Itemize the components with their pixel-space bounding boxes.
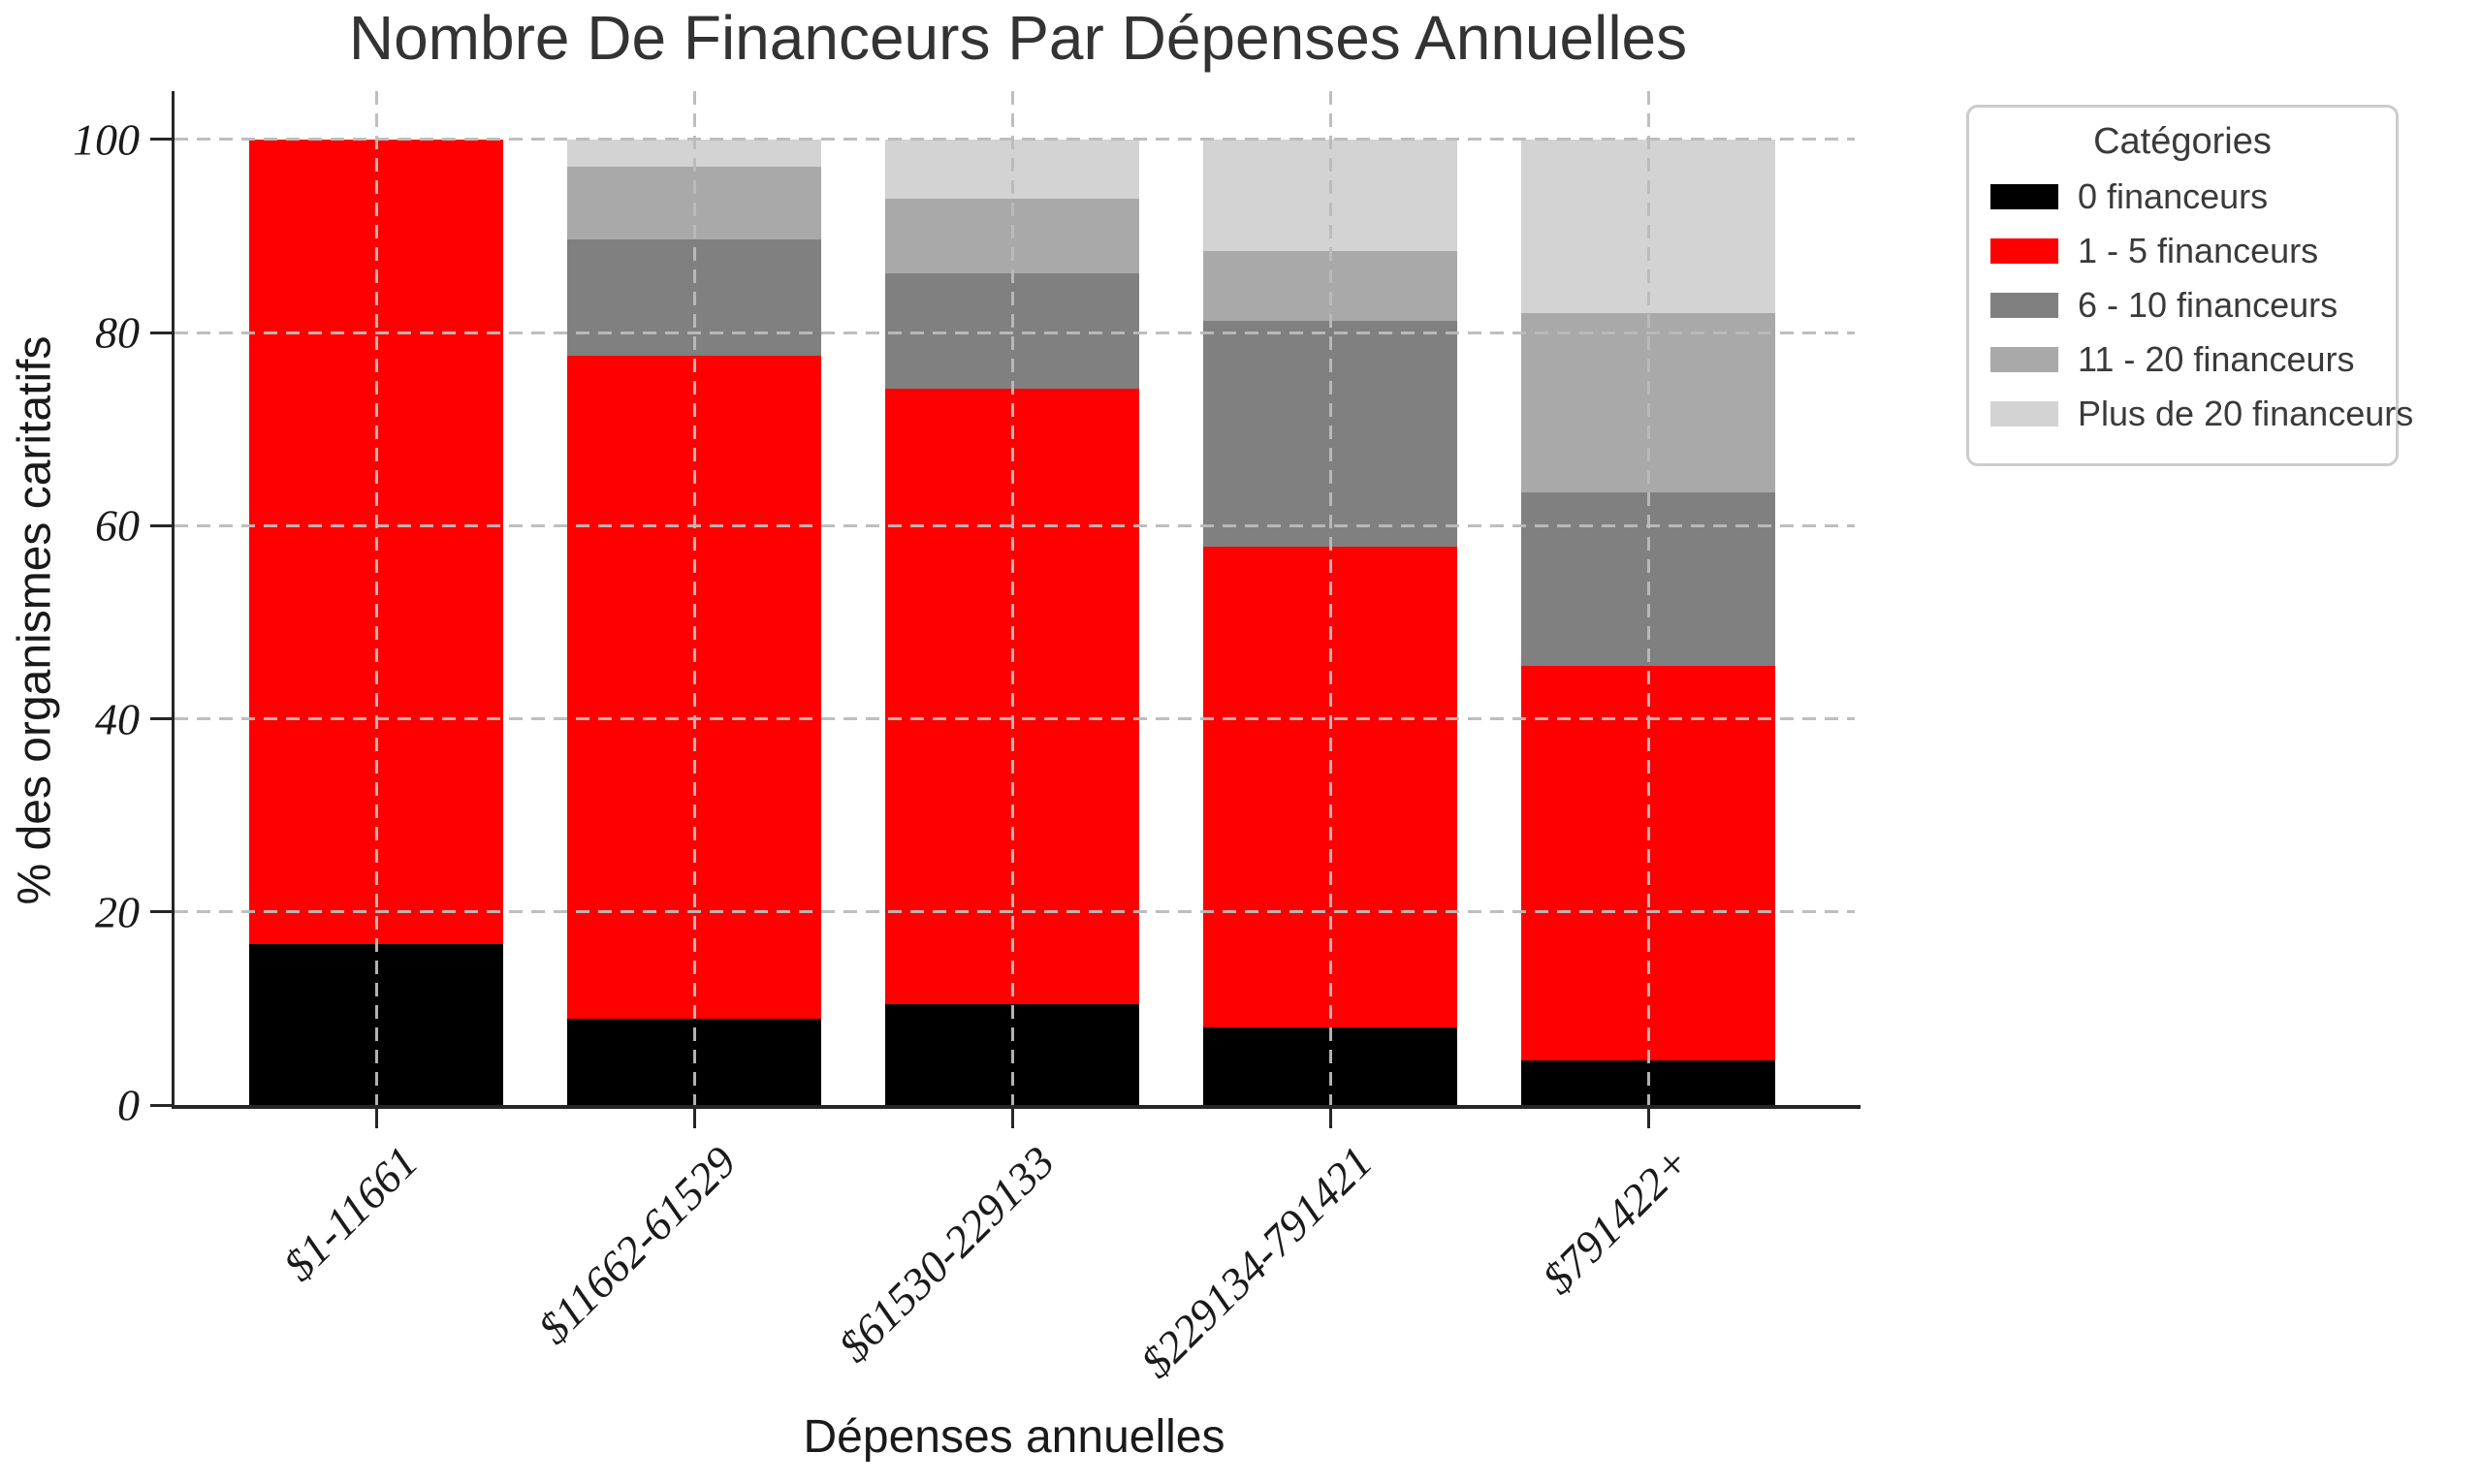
chart-title: Nombre De Financeurs Par Dépenses Annuel… — [348, 3, 1688, 73]
x-tick-mark — [1010, 1109, 1014, 1128]
y-tick-mark — [150, 331, 172, 334]
x-tick-label: $1-11661 — [273, 1136, 428, 1291]
y-tick-mark — [150, 910, 172, 914]
gridline-horizontal — [175, 910, 1855, 914]
gridline-vertical — [1010, 91, 1014, 1105]
legend-swatch-icon — [1990, 401, 2058, 426]
legend-label: Plus de 20 financeurs — [2078, 394, 2414, 433]
legend-item: 6 - 10 financeurs — [1990, 285, 2374, 326]
legend-label: 1 - 5 financeurs — [2078, 231, 2319, 270]
legend-label: 6 - 10 financeurs — [2078, 285, 2339, 325]
y-axis-spine — [172, 91, 175, 1109]
gridline-vertical — [1328, 91, 1332, 1105]
y-tick-mark — [150, 1103, 172, 1107]
legend-label: 11 - 20 financeurs — [2078, 339, 2355, 379]
x-axis-spine — [172, 1105, 1861, 1109]
x-tick-mark — [692, 1109, 696, 1128]
y-tick-label: 20 — [95, 887, 140, 937]
legend-items: 0 financeurs 1 - 5 financeurs 6 - 10 finan… — [1990, 176, 2413, 434]
legend-label: 0 financeurs — [2078, 176, 2269, 216]
legend-swatch-icon — [1990, 347, 2058, 372]
legend-item: 0 financeurs — [1990, 176, 2374, 217]
x-tick-label: $791422+ — [1532, 1136, 1700, 1304]
x-tick-label: $229134-791421 — [1130, 1136, 1382, 1388]
gridline-vertical — [692, 91, 696, 1105]
x-tick-label: $61530-229133 — [828, 1136, 1064, 1372]
y-tick-label: 80 — [95, 307, 140, 358]
y-tick-label: 0 — [117, 1080, 140, 1130]
x-tick-mark — [1328, 1109, 1332, 1128]
y-tick-label: 100 — [73, 114, 140, 165]
legend-title: Catégories — [2093, 121, 2272, 162]
plot-area: 0 20 40 60 80 100 $1-11661 $11662-61529 $61530-2… — [73, 91, 1861, 1387]
x-tick-mark — [1646, 1109, 1650, 1128]
gridline-vertical — [374, 91, 378, 1105]
x-tick-label: $11662-61529 — [528, 1136, 746, 1354]
legend-item: 11 - 20 financeurs — [1990, 339, 2374, 380]
y-tick-label: 60 — [95, 500, 140, 551]
gridline-horizontal — [175, 523, 1855, 527]
gridline-horizontal — [175, 717, 1855, 721]
legend-swatch-icon — [1990, 293, 2058, 318]
gridline-horizontal — [175, 138, 1855, 142]
legend-swatch-icon — [1990, 238, 2058, 264]
legend-item: 1 - 5 financeurs — [1990, 231, 2374, 271]
y-tick-mark — [150, 523, 172, 527]
y-tick-label: 40 — [95, 694, 140, 744]
x-tick-mark — [374, 1109, 378, 1128]
gridline-horizontal — [175, 331, 1855, 334]
legend-item: Plus de 20 financeurs — [1990, 394, 2413, 434]
y-axis-title: % des organismes caritatifs — [9, 335, 61, 905]
y-tick-mark — [150, 138, 172, 142]
legend: Catégories 0 financeurs 1 - 5 financeurs 6… — [1966, 105, 2413, 466]
gridline-vertical — [1646, 91, 1650, 1105]
legend-swatch-icon — [1990, 184, 2058, 209]
x-axis-title: Dépenses annuelles — [803, 1411, 1225, 1463]
y-tick-mark — [150, 717, 172, 721]
